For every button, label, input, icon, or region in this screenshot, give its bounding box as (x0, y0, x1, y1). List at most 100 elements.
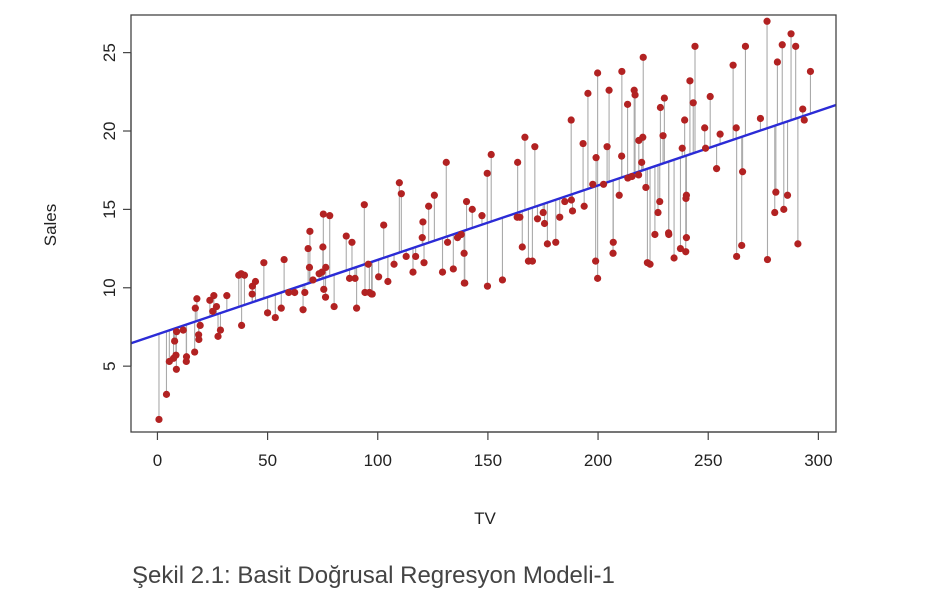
data-point (162, 390, 171, 398)
y-tick-label: 5 (100, 361, 119, 370)
data-point (280, 255, 288, 264)
data-point (368, 290, 376, 298)
data-point (659, 132, 667, 140)
data-point (609, 249, 617, 257)
regression-line (130, 103, 837, 345)
data-point (656, 103, 665, 112)
data-point (285, 288, 293, 297)
y-tick-label: 20 (100, 122, 119, 141)
data-point (179, 326, 187, 334)
data-point (712, 165, 721, 173)
data-point (521, 133, 529, 141)
data-point (567, 116, 575, 124)
data-point (514, 158, 522, 166)
y-axis: 5 10 15 20 25 (100, 43, 132, 371)
data-point (806, 67, 815, 76)
data-point (763, 17, 771, 25)
data-point (780, 205, 788, 213)
data-point (449, 265, 457, 273)
data-point (395, 179, 403, 187)
data-point (212, 302, 221, 311)
data-point (642, 183, 650, 192)
data-point (533, 215, 542, 223)
data-point (783, 191, 792, 199)
data-point (397, 190, 405, 198)
data-point (676, 244, 685, 253)
data-point (301, 288, 309, 297)
x-tick-label: 50 (258, 451, 277, 470)
data-point (686, 77, 694, 85)
data-point (518, 243, 526, 251)
data-point (216, 326, 225, 334)
data-point (738, 168, 747, 176)
data-point (664, 229, 673, 237)
data-point (191, 348, 199, 356)
data-point (592, 154, 600, 162)
data-point (360, 201, 368, 209)
data-point (516, 213, 524, 221)
data-point (487, 150, 495, 159)
data-point (670, 254, 678, 262)
x-axis: 0 50 100 150 200 250 300 (153, 431, 833, 470)
data-point (639, 53, 647, 61)
data-point (263, 309, 272, 317)
data-point (729, 61, 737, 69)
data-point (305, 263, 314, 271)
data-point (568, 207, 577, 215)
data-point (800, 116, 808, 124)
data-point (623, 100, 632, 108)
figure-caption: Şekil 2.1: Basit Doğrusal Regresyon Mode… (132, 562, 615, 589)
data-point (237, 321, 246, 329)
data-point (483, 169, 491, 177)
x-tick-label: 200 (584, 451, 612, 470)
data-point (631, 91, 639, 99)
data-point (678, 144, 686, 152)
data-point (592, 257, 600, 265)
x-tick-label: 250 (694, 451, 722, 470)
data-point (635, 171, 643, 179)
data-point (353, 304, 361, 312)
data-point (460, 249, 468, 257)
x-tick-label: 100 (364, 451, 392, 470)
data-point (528, 257, 537, 265)
x-tick-label: 0 (153, 451, 162, 470)
data-point (277, 304, 285, 312)
data-point (599, 180, 608, 188)
data-point (375, 273, 383, 281)
data-point (330, 302, 338, 311)
data-point (430, 191, 438, 199)
data-point (799, 105, 807, 113)
data-point (651, 230, 659, 239)
data-point (210, 292, 218, 300)
data-point (646, 260, 654, 268)
data-point (193, 295, 201, 303)
scatter-chart: 0 50 100 150 200 250 300 5 10 15 20 25 TV Sales (41, 14, 837, 528)
data-point (539, 208, 547, 217)
data-point (778, 41, 786, 49)
data-point (638, 158, 646, 166)
data-point (291, 288, 299, 297)
data-point (733, 252, 741, 261)
data-point (260, 259, 268, 267)
data-point (552, 238, 560, 246)
data-point (618, 67, 626, 76)
data-point (322, 263, 330, 271)
x-tick-label: 150 (474, 451, 502, 470)
data-point (380, 221, 388, 229)
data-point (716, 130, 724, 138)
y-tick-label: 15 (100, 200, 119, 219)
data-point (320, 285, 328, 293)
data-point (319, 243, 327, 251)
data-point (660, 94, 668, 102)
data-point (701, 144, 710, 152)
data-point (498, 276, 507, 284)
data-point (561, 197, 569, 206)
data-point (682, 191, 691, 199)
data-point (461, 279, 469, 287)
data-point (772, 188, 780, 196)
data-point (420, 259, 428, 267)
data-point (172, 351, 180, 359)
data-point (321, 293, 330, 301)
data-point (628, 172, 636, 181)
data-point (304, 244, 312, 253)
